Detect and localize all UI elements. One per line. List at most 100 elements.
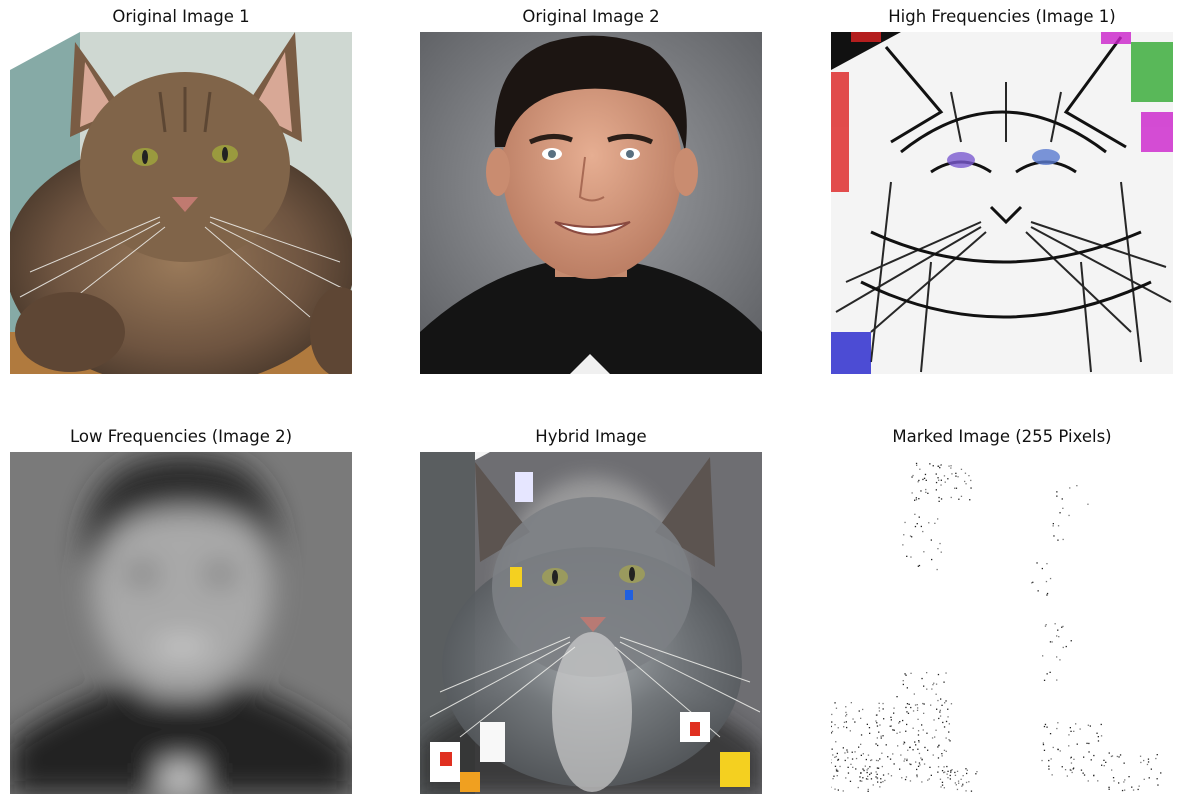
marked-pixel (955, 784, 957, 786)
marked-pixel (1043, 749, 1046, 751)
marked-pixel (951, 769, 953, 771)
marked-pixel (924, 473, 927, 476)
marked-pixel (842, 790, 844, 792)
marked-pixel (882, 702, 884, 705)
marked-pixel (1051, 774, 1053, 776)
marked-pixel (922, 478, 924, 481)
marked-pixel (834, 702, 836, 704)
marked-pixel (877, 760, 879, 762)
marked-pixel (950, 703, 953, 705)
marked-pixel (839, 765, 841, 768)
marked-pixel (912, 727, 914, 729)
marked-pixel (954, 774, 957, 776)
marked-pixel (1068, 745, 1070, 747)
marked-pixel (939, 709, 941, 711)
marked-pixel (940, 698, 942, 700)
marked-pixel (875, 776, 877, 778)
marked-pixel (930, 774, 932, 776)
marked-pixel (931, 688, 933, 690)
marked-pixels-image (831, 452, 1173, 794)
marked-pixel (850, 763, 852, 765)
marked-pixel (880, 735, 882, 737)
marked-pixel (832, 754, 834, 756)
marked-pixel (906, 758, 908, 760)
marked-pixel (911, 492, 913, 494)
marked-pixel (937, 766, 940, 768)
marked-pixel (845, 721, 847, 723)
marked-pixel (1062, 625, 1064, 628)
marked-pixel (914, 525, 917, 528)
marked-pixel (922, 530, 924, 533)
marked-pixel (862, 753, 864, 755)
marked-pixel (1100, 723, 1102, 726)
marked-pixel (847, 772, 850, 774)
marked-pixel (1043, 679, 1046, 681)
marked-pixel (837, 727, 839, 729)
marked-pixel (1058, 636, 1060, 638)
marked-pixel (892, 753, 894, 755)
marked-pixel (1147, 758, 1150, 760)
marked-pixel (902, 680, 904, 682)
marked-pixel (860, 717, 862, 719)
marked-pixel (876, 767, 879, 769)
marked-pixel (943, 771, 945, 774)
marked-pixel (1128, 776, 1130, 778)
marked-pixel (1065, 645, 1067, 648)
marked-pixel (906, 703, 909, 705)
marked-pixel (943, 681, 945, 683)
marked-pixel (870, 772, 872, 774)
marked-pixel (1049, 671, 1051, 673)
marked-pixel (872, 784, 874, 786)
marked-pixel (905, 776, 908, 778)
marked-pixel (1069, 769, 1072, 771)
panel-title: Original Image 2 (522, 7, 660, 26)
marked-pixel (1062, 538, 1064, 541)
marked-pixel (1075, 723, 1077, 725)
marked-pixel (1062, 646, 1064, 649)
marked-pixel (843, 721, 846, 723)
marked-pixel (954, 487, 956, 489)
marked-pixel (1111, 755, 1114, 757)
marked-pixel (906, 687, 908, 689)
marked-pixel (912, 749, 914, 751)
marked-pixel (876, 737, 878, 739)
marked-pixel (921, 759, 923, 761)
marked-pixel (887, 773, 890, 775)
marked-pixel (942, 721, 944, 724)
marked-pixel (960, 778, 962, 780)
marked-pixel (905, 706, 907, 709)
marked-pixel (1089, 725, 1091, 727)
marked-pixel (916, 774, 918, 776)
marked-pixel (940, 498, 943, 500)
marked-pixel (1108, 788, 1110, 790)
marked-pixel (940, 464, 942, 466)
marked-pixel (862, 708, 864, 711)
marked-pixel (1057, 525, 1060, 527)
marked-pixel (882, 708, 884, 710)
marked-pixel (1150, 768, 1152, 770)
marked-pixel (948, 731, 950, 733)
marked-pixel (901, 777, 903, 779)
marked-pixel (1070, 640, 1072, 642)
marked-pixel (1046, 726, 1048, 728)
marked-pixel (939, 715, 942, 717)
marked-pixel (940, 484, 942, 486)
marked-pixel (1048, 759, 1050, 762)
marked-pixel (834, 756, 836, 758)
marked-pixel (914, 499, 916, 501)
marked-pixel (845, 706, 847, 708)
marked-pixel (935, 693, 937, 695)
marked-pixel (965, 790, 967, 792)
marked-pixel (965, 483, 967, 485)
marked-pixel (927, 779, 929, 781)
hybrid-image (420, 452, 762, 794)
marked-pixel (868, 727, 871, 729)
marked-pixel (965, 781, 968, 784)
marked-pixel (877, 781, 879, 783)
marked-pixel (926, 688, 928, 690)
marked-pixel (937, 746, 939, 748)
marked-pixel (880, 781, 882, 784)
marked-pixel (1069, 768, 1071, 771)
marked-pixel (943, 726, 946, 728)
low-frequency-image (10, 452, 352, 794)
